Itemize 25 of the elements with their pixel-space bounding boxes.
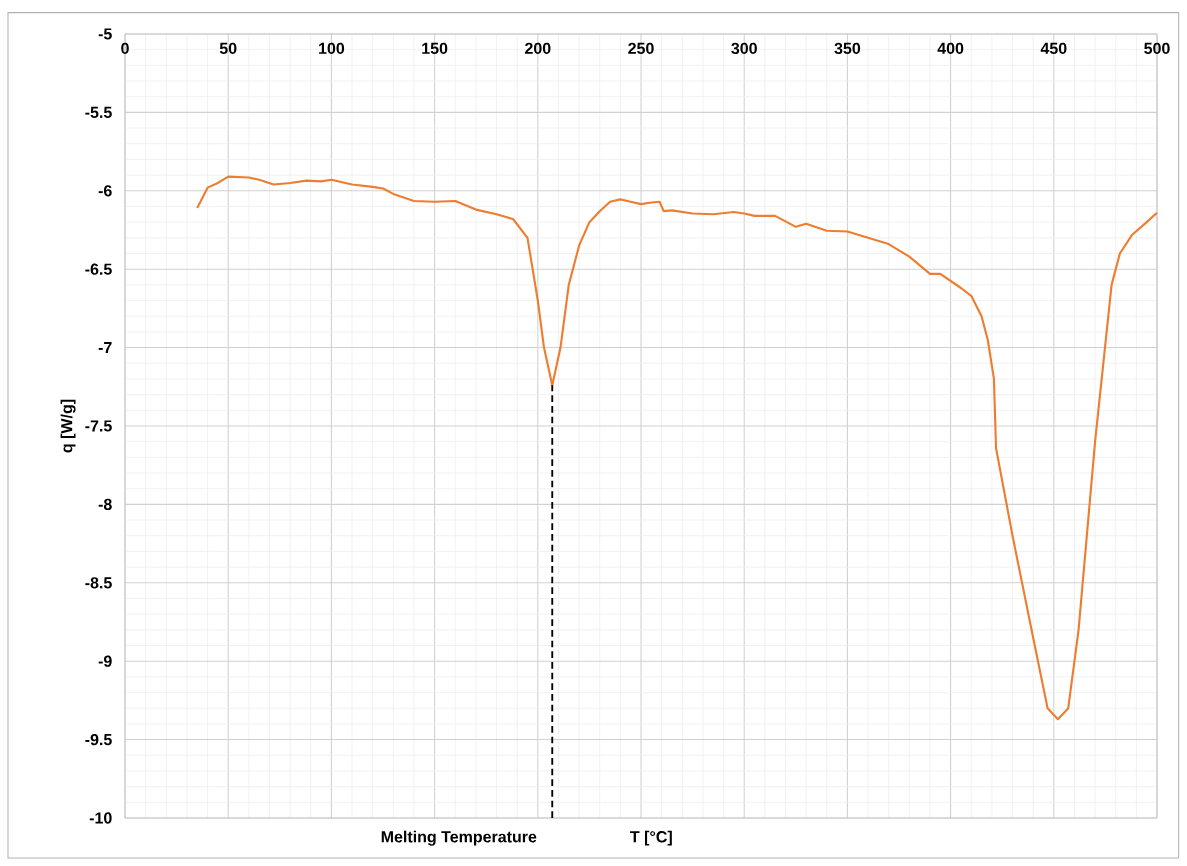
y-tick-label: -7 [98,342,112,354]
y-tick-label: -9 [98,655,112,667]
y-tick-label: -6.5 [85,263,112,275]
x-tick-label: 100 [319,42,345,55]
x-tick-label: 350 [834,42,861,55]
x-tick-label: 200 [525,42,551,55]
y-tick-label: -5 [98,28,112,40]
y-tick-label: -10 [89,812,112,824]
y-tick-label: -8 [98,498,112,511]
x-tick-label: 50 [219,42,237,55]
x-tick-label: 250 [628,42,654,55]
y-tick-label: -6 [98,185,112,197]
y-tick-label: -7.5 [85,420,112,432]
x-tick-label: 0 [121,42,129,55]
x-tick-label: 500 [1144,42,1170,55]
y-tick-label: -8.5 [85,577,112,589]
x-tick-label: 150 [422,42,448,55]
ref-line-label: Melting Temperature [381,830,537,846]
y-axis-title: q [W/g] [60,399,76,453]
x-tick-label: 300 [731,42,757,55]
x-tick-label: 400 [937,42,964,55]
y-tick-label: -5.5 [85,106,112,118]
x-tick-label: 450 [1040,42,1067,55]
x-axis-title: T [°C] [630,830,672,846]
y-tick-label: -9.5 [85,733,112,746]
